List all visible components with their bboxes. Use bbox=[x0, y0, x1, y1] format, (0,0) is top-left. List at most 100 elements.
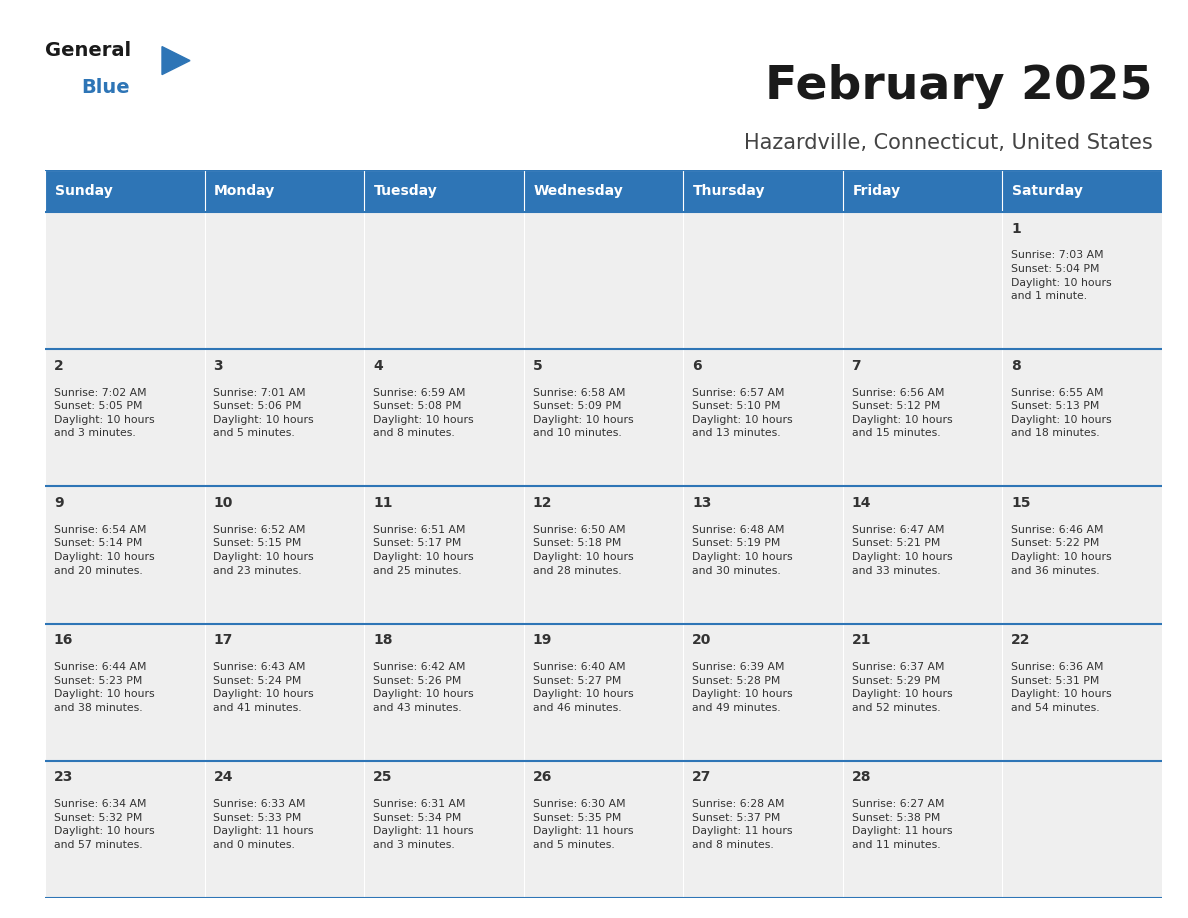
FancyBboxPatch shape bbox=[683, 761, 842, 898]
Text: Sunrise: 6:31 AM
Sunset: 5:34 PM
Daylight: 11 hours
and 3 minutes.: Sunrise: 6:31 AM Sunset: 5:34 PM Dayligh… bbox=[373, 799, 474, 850]
FancyBboxPatch shape bbox=[365, 349, 524, 487]
Text: 3: 3 bbox=[214, 359, 223, 373]
Text: Sunrise: 6:55 AM
Sunset: 5:13 PM
Daylight: 10 hours
and 18 minutes.: Sunrise: 6:55 AM Sunset: 5:13 PM Dayligh… bbox=[1011, 387, 1112, 439]
Text: 5: 5 bbox=[532, 359, 542, 373]
Text: Tuesday: Tuesday bbox=[374, 184, 437, 198]
Text: 21: 21 bbox=[852, 633, 871, 647]
Text: 12: 12 bbox=[532, 496, 552, 510]
Text: Sunrise: 6:59 AM
Sunset: 5:08 PM
Daylight: 10 hours
and 8 minutes.: Sunrise: 6:59 AM Sunset: 5:08 PM Dayligh… bbox=[373, 387, 474, 439]
Text: 11: 11 bbox=[373, 496, 392, 510]
Text: Sunday: Sunday bbox=[55, 184, 113, 198]
FancyBboxPatch shape bbox=[683, 349, 842, 487]
Polygon shape bbox=[162, 47, 190, 74]
Text: Friday: Friday bbox=[852, 184, 901, 198]
Text: Sunrise: 6:51 AM
Sunset: 5:17 PM
Daylight: 10 hours
and 25 minutes.: Sunrise: 6:51 AM Sunset: 5:17 PM Dayligh… bbox=[373, 525, 474, 576]
FancyBboxPatch shape bbox=[45, 212, 204, 349]
Text: 10: 10 bbox=[214, 496, 233, 510]
FancyBboxPatch shape bbox=[524, 623, 683, 761]
Text: Blue: Blue bbox=[81, 78, 129, 97]
Text: Sunrise: 6:42 AM
Sunset: 5:26 PM
Daylight: 10 hours
and 43 minutes.: Sunrise: 6:42 AM Sunset: 5:26 PM Dayligh… bbox=[373, 662, 474, 712]
FancyBboxPatch shape bbox=[204, 170, 365, 212]
FancyBboxPatch shape bbox=[45, 170, 204, 212]
FancyBboxPatch shape bbox=[524, 170, 683, 212]
Text: 24: 24 bbox=[214, 770, 233, 784]
Text: 23: 23 bbox=[53, 770, 74, 784]
FancyBboxPatch shape bbox=[204, 761, 365, 898]
Text: 17: 17 bbox=[214, 633, 233, 647]
Text: Wednesday: Wednesday bbox=[533, 184, 623, 198]
FancyBboxPatch shape bbox=[1003, 170, 1162, 212]
Text: Sunrise: 6:39 AM
Sunset: 5:28 PM
Daylight: 10 hours
and 49 minutes.: Sunrise: 6:39 AM Sunset: 5:28 PM Dayligh… bbox=[693, 662, 792, 712]
Text: 9: 9 bbox=[53, 496, 63, 510]
FancyBboxPatch shape bbox=[204, 487, 365, 623]
Text: Sunrise: 6:37 AM
Sunset: 5:29 PM
Daylight: 10 hours
and 52 minutes.: Sunrise: 6:37 AM Sunset: 5:29 PM Dayligh… bbox=[852, 662, 953, 712]
Text: Sunrise: 6:36 AM
Sunset: 5:31 PM
Daylight: 10 hours
and 54 minutes.: Sunrise: 6:36 AM Sunset: 5:31 PM Dayligh… bbox=[1011, 662, 1112, 712]
FancyBboxPatch shape bbox=[524, 349, 683, 487]
Text: Sunrise: 6:48 AM
Sunset: 5:19 PM
Daylight: 10 hours
and 30 minutes.: Sunrise: 6:48 AM Sunset: 5:19 PM Dayligh… bbox=[693, 525, 792, 576]
FancyBboxPatch shape bbox=[683, 212, 842, 349]
Text: Sunrise: 6:56 AM
Sunset: 5:12 PM
Daylight: 10 hours
and 15 minutes.: Sunrise: 6:56 AM Sunset: 5:12 PM Dayligh… bbox=[852, 387, 953, 439]
FancyBboxPatch shape bbox=[365, 623, 524, 761]
Text: 6: 6 bbox=[693, 359, 702, 373]
Text: 15: 15 bbox=[1011, 496, 1031, 510]
FancyBboxPatch shape bbox=[842, 487, 1003, 623]
FancyBboxPatch shape bbox=[842, 761, 1003, 898]
Text: 20: 20 bbox=[693, 633, 712, 647]
Text: 26: 26 bbox=[532, 770, 552, 784]
Text: Sunrise: 6:43 AM
Sunset: 5:24 PM
Daylight: 10 hours
and 41 minutes.: Sunrise: 6:43 AM Sunset: 5:24 PM Dayligh… bbox=[214, 662, 314, 712]
FancyBboxPatch shape bbox=[524, 761, 683, 898]
FancyBboxPatch shape bbox=[365, 212, 524, 349]
FancyBboxPatch shape bbox=[842, 349, 1003, 487]
FancyBboxPatch shape bbox=[45, 623, 204, 761]
Text: Sunrise: 6:34 AM
Sunset: 5:32 PM
Daylight: 10 hours
and 57 minutes.: Sunrise: 6:34 AM Sunset: 5:32 PM Dayligh… bbox=[53, 799, 154, 850]
Text: 16: 16 bbox=[53, 633, 74, 647]
FancyBboxPatch shape bbox=[524, 212, 683, 349]
FancyBboxPatch shape bbox=[683, 623, 842, 761]
Text: Sunrise: 6:44 AM
Sunset: 5:23 PM
Daylight: 10 hours
and 38 minutes.: Sunrise: 6:44 AM Sunset: 5:23 PM Dayligh… bbox=[53, 662, 154, 712]
Text: Monday: Monday bbox=[214, 184, 276, 198]
FancyBboxPatch shape bbox=[842, 212, 1003, 349]
Text: 4: 4 bbox=[373, 359, 383, 373]
Text: Sunrise: 6:57 AM
Sunset: 5:10 PM
Daylight: 10 hours
and 13 minutes.: Sunrise: 6:57 AM Sunset: 5:10 PM Dayligh… bbox=[693, 387, 792, 439]
Text: Sunrise: 6:30 AM
Sunset: 5:35 PM
Daylight: 11 hours
and 5 minutes.: Sunrise: 6:30 AM Sunset: 5:35 PM Dayligh… bbox=[532, 799, 633, 850]
Text: 14: 14 bbox=[852, 496, 871, 510]
Text: 2: 2 bbox=[53, 359, 64, 373]
FancyBboxPatch shape bbox=[1003, 761, 1162, 898]
Text: 19: 19 bbox=[532, 633, 552, 647]
FancyBboxPatch shape bbox=[365, 761, 524, 898]
Text: 13: 13 bbox=[693, 496, 712, 510]
Text: Sunrise: 6:47 AM
Sunset: 5:21 PM
Daylight: 10 hours
and 33 minutes.: Sunrise: 6:47 AM Sunset: 5:21 PM Dayligh… bbox=[852, 525, 953, 576]
Text: Sunrise: 7:03 AM
Sunset: 5:04 PM
Daylight: 10 hours
and 1 minute.: Sunrise: 7:03 AM Sunset: 5:04 PM Dayligh… bbox=[1011, 251, 1112, 301]
Text: Sunrise: 6:40 AM
Sunset: 5:27 PM
Daylight: 10 hours
and 46 minutes.: Sunrise: 6:40 AM Sunset: 5:27 PM Dayligh… bbox=[532, 662, 633, 712]
FancyBboxPatch shape bbox=[683, 487, 842, 623]
Text: Thursday: Thursday bbox=[693, 184, 765, 198]
Text: Sunrise: 6:52 AM
Sunset: 5:15 PM
Daylight: 10 hours
and 23 minutes.: Sunrise: 6:52 AM Sunset: 5:15 PM Dayligh… bbox=[214, 525, 314, 576]
FancyBboxPatch shape bbox=[204, 212, 365, 349]
FancyBboxPatch shape bbox=[45, 487, 204, 623]
FancyBboxPatch shape bbox=[45, 761, 204, 898]
Text: Sunrise: 6:54 AM
Sunset: 5:14 PM
Daylight: 10 hours
and 20 minutes.: Sunrise: 6:54 AM Sunset: 5:14 PM Dayligh… bbox=[53, 525, 154, 576]
Text: Sunrise: 6:27 AM
Sunset: 5:38 PM
Daylight: 11 hours
and 11 minutes.: Sunrise: 6:27 AM Sunset: 5:38 PM Dayligh… bbox=[852, 799, 952, 850]
Text: 22: 22 bbox=[1011, 633, 1031, 647]
Text: 27: 27 bbox=[693, 770, 712, 784]
FancyBboxPatch shape bbox=[1003, 623, 1162, 761]
Text: Sunrise: 6:46 AM
Sunset: 5:22 PM
Daylight: 10 hours
and 36 minutes.: Sunrise: 6:46 AM Sunset: 5:22 PM Dayligh… bbox=[1011, 525, 1112, 576]
FancyBboxPatch shape bbox=[842, 170, 1003, 212]
Text: 25: 25 bbox=[373, 770, 392, 784]
FancyBboxPatch shape bbox=[842, 623, 1003, 761]
Text: General: General bbox=[45, 41, 131, 61]
Text: Sunrise: 6:58 AM
Sunset: 5:09 PM
Daylight: 10 hours
and 10 minutes.: Sunrise: 6:58 AM Sunset: 5:09 PM Dayligh… bbox=[532, 387, 633, 439]
FancyBboxPatch shape bbox=[365, 170, 524, 212]
Text: 7: 7 bbox=[852, 359, 861, 373]
FancyBboxPatch shape bbox=[683, 170, 842, 212]
Text: 8: 8 bbox=[1011, 359, 1020, 373]
FancyBboxPatch shape bbox=[1003, 487, 1162, 623]
FancyBboxPatch shape bbox=[524, 487, 683, 623]
Text: Saturday: Saturday bbox=[1012, 184, 1082, 198]
FancyBboxPatch shape bbox=[1003, 212, 1162, 349]
Text: February 2025: February 2025 bbox=[765, 64, 1152, 109]
FancyBboxPatch shape bbox=[365, 487, 524, 623]
Text: Sunrise: 7:02 AM
Sunset: 5:05 PM
Daylight: 10 hours
and 3 minutes.: Sunrise: 7:02 AM Sunset: 5:05 PM Dayligh… bbox=[53, 387, 154, 439]
FancyBboxPatch shape bbox=[1003, 349, 1162, 487]
FancyBboxPatch shape bbox=[45, 349, 204, 487]
